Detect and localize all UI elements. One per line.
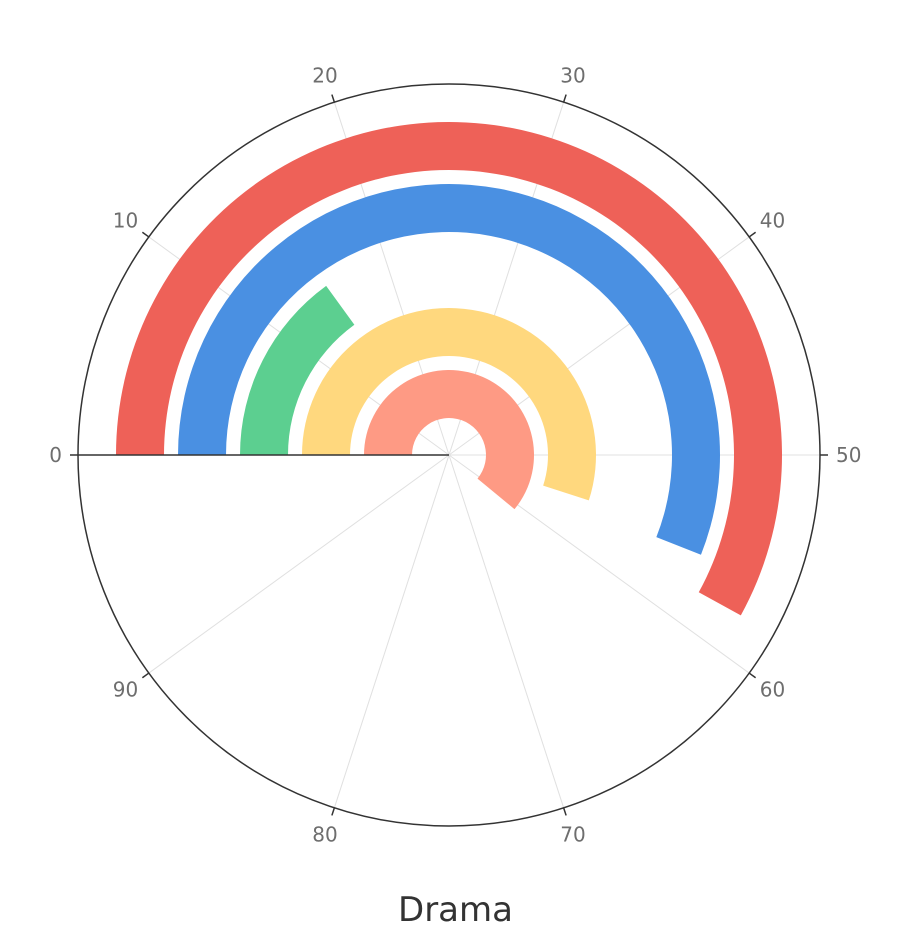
- polar-bar: [178, 183, 720, 555]
- angle-tick-label: 30: [560, 64, 585, 88]
- angle-tick-label: 0: [49, 443, 62, 467]
- polar-bar: [240, 285, 355, 455]
- angle-tick-label: 50: [836, 443, 861, 467]
- angle-tick-label: 40: [760, 208, 785, 232]
- angle-tick: [748, 231, 757, 238]
- polar-bar: [302, 308, 596, 501]
- angle-tick: [331, 807, 336, 816]
- polar-bar: [364, 369, 534, 510]
- angle-tick: [141, 672, 150, 679]
- axis-layer: 0 10 20 30 40 50 60 70 80 90: [49, 64, 861, 847]
- grid-line: [148, 454, 450, 674]
- angle-tick-label: 20: [312, 64, 337, 88]
- angle-tick-label: 80: [312, 822, 337, 846]
- angle-tick-label: 60: [760, 678, 785, 702]
- chart-title: Drama: [398, 890, 513, 930]
- angle-tick: [562, 807, 567, 816]
- angle-tick: [748, 672, 757, 679]
- bars-layer: [116, 121, 783, 616]
- grid-line: [333, 454, 450, 808]
- angle-tick-label: 90: [113, 678, 138, 702]
- angle-tick: [331, 94, 336, 103]
- polar-bar: [116, 121, 783, 616]
- angle-tick-label: 70: [560, 822, 585, 846]
- grid-line: [448, 454, 565, 808]
- angle-tick: [562, 94, 567, 103]
- angle-tick: [141, 231, 150, 238]
- angle-tick-label: 10: [113, 208, 138, 232]
